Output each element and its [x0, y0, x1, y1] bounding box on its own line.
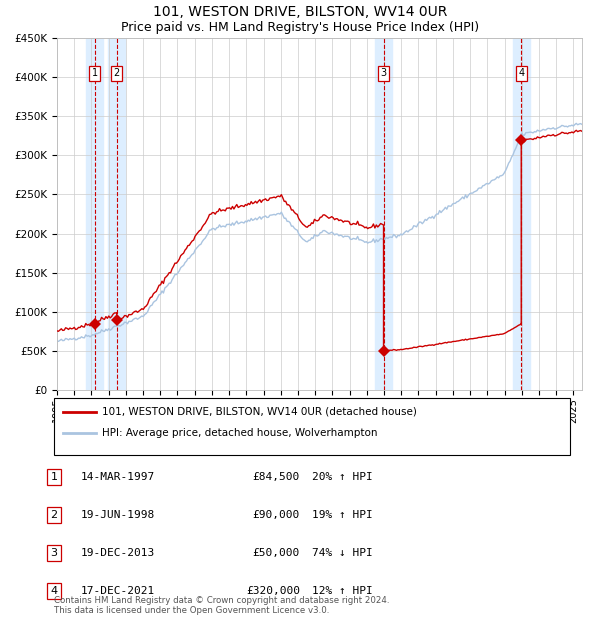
Text: 74% ↓ HPI: 74% ↓ HPI	[312, 548, 373, 558]
Text: Contains HM Land Registry data © Crown copyright and database right 2024.
This d: Contains HM Land Registry data © Crown c…	[54, 596, 389, 615]
Text: HPI: Average price, detached house, Wolverhampton: HPI: Average price, detached house, Wolv…	[102, 428, 377, 438]
Bar	[86, 38, 103, 390]
Text: 4: 4	[50, 586, 58, 596]
Text: 19% ↑ HPI: 19% ↑ HPI	[312, 510, 373, 520]
Text: 20% ↑ HPI: 20% ↑ HPI	[312, 472, 373, 482]
Text: 3: 3	[380, 68, 386, 78]
Text: £84,500: £84,500	[253, 472, 300, 482]
Text: £90,000: £90,000	[253, 510, 300, 520]
Text: 17-DEC-2021: 17-DEC-2021	[81, 586, 155, 596]
Text: 3: 3	[50, 548, 58, 558]
Bar	[108, 38, 125, 390]
Text: 1: 1	[92, 68, 98, 78]
Text: £50,000: £50,000	[253, 548, 300, 558]
Text: £320,000: £320,000	[246, 586, 300, 596]
Text: 2: 2	[50, 510, 58, 520]
Text: Price paid vs. HM Land Registry's House Price Index (HPI): Price paid vs. HM Land Registry's House …	[121, 21, 479, 34]
Bar	[512, 38, 530, 390]
Text: 101, WESTON DRIVE, BILSTON, WV14 0UR: 101, WESTON DRIVE, BILSTON, WV14 0UR	[153, 5, 447, 19]
Text: 12% ↑ HPI: 12% ↑ HPI	[312, 586, 373, 596]
Bar	[375, 38, 392, 390]
Text: 19-DEC-2013: 19-DEC-2013	[81, 548, 155, 558]
Text: 19-JUN-1998: 19-JUN-1998	[81, 510, 155, 520]
Text: 101, WESTON DRIVE, BILSTON, WV14 0UR (detached house): 101, WESTON DRIVE, BILSTON, WV14 0UR (de…	[102, 407, 417, 417]
Text: 2: 2	[113, 68, 120, 78]
Text: 1: 1	[50, 472, 58, 482]
Text: 14-MAR-1997: 14-MAR-1997	[81, 472, 155, 482]
Text: 4: 4	[518, 68, 524, 78]
